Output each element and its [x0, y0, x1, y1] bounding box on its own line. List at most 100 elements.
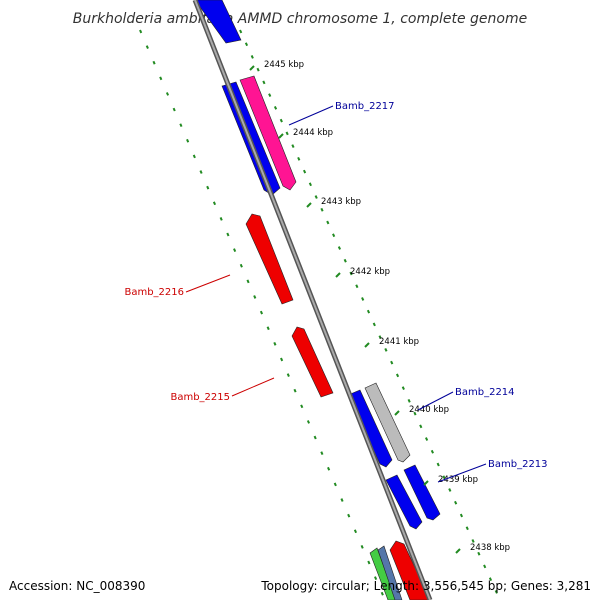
ring-dot — [471, 539, 475, 543]
ring-dot — [401, 386, 405, 390]
tick-label: 2445 kbp — [264, 60, 304, 70]
tick-mark — [394, 410, 400, 416]
ring-dot — [333, 482, 337, 487]
ring-dot — [291, 144, 295, 148]
ring-dot — [374, 576, 378, 580]
ring-dot — [139, 29, 143, 34]
ring-dot — [159, 76, 163, 81]
gene-label-leader — [288, 105, 334, 126]
ring-dot — [372, 322, 376, 327]
ring-dot — [407, 398, 411, 403]
gene-label-leader — [185, 274, 231, 293]
ring-dot — [303, 169, 307, 174]
tick-mark — [455, 548, 461, 554]
tick-label: 2442 kbp — [350, 267, 390, 277]
ring-dot — [266, 326, 270, 331]
ring-dot — [320, 207, 324, 212]
ring-dot — [340, 498, 344, 502]
tick-label: 2441 kbp — [379, 337, 419, 347]
ring-dot — [306, 420, 311, 424]
ring-dot — [390, 360, 394, 365]
gene-forward — [194, 0, 242, 44]
tick-label: 2444 kbp — [293, 128, 333, 138]
ring-dot — [273, 341, 277, 346]
ring-dot — [253, 295, 257, 299]
ring-dot — [259, 310, 264, 315]
ring-dot — [347, 513, 351, 518]
ring-dot — [186, 138, 190, 143]
gene-steel — [377, 545, 403, 600]
ring-dot — [165, 92, 170, 96]
gene-green — [369, 547, 397, 600]
ring-dot — [349, 271, 353, 276]
gene-label-leader — [437, 463, 487, 483]
tick-label: 2438 kbp — [470, 543, 510, 553]
ring-dot — [360, 545, 364, 549]
ring-dot — [430, 449, 434, 454]
ring-dot — [488, 577, 493, 582]
tick-label: 2443 kbp — [321, 197, 361, 207]
ring-dot — [152, 60, 156, 65]
ring-dot — [395, 373, 400, 378]
ring-dot — [293, 388, 297, 393]
tick-label: 2439 kbp — [438, 475, 478, 485]
ring-dot — [361, 297, 365, 301]
ring-dot — [477, 551, 481, 556]
ring-dot — [454, 500, 458, 505]
gene-label-bamb-2214: Bamb_2214 — [455, 387, 515, 398]
ring-dot — [226, 232, 230, 237]
gene-label-bamb-2215: Bamb_2215 — [170, 392, 230, 403]
chromosome-backbone-highlight — [194, 0, 431, 600]
ring-dot — [494, 590, 498, 594]
ring-dot — [366, 309, 371, 314]
genome-title: Burkholderia ambifaria AMMD chromosome 1… — [73, 11, 527, 27]
ring-dot — [233, 248, 237, 252]
gene-label-bamb-2213: Bamb_2213 — [488, 459, 548, 470]
ring-dot — [378, 335, 382, 340]
ring-dot — [268, 93, 272, 98]
ring-dot — [192, 154, 196, 159]
tick-mark — [364, 342, 370, 348]
ring-dot — [206, 185, 210, 190]
ring-dot — [250, 55, 254, 59]
ring-dot — [256, 67, 260, 72]
gene-bamb-2213-b — [403, 464, 441, 521]
gene-label-bamb-2217: Bamb_2217 — [335, 101, 395, 112]
ring-dot — [199, 170, 203, 174]
tick-mark — [335, 272, 341, 278]
ring-dot — [332, 233, 336, 238]
gene-label-leader — [231, 377, 275, 397]
ring-dot — [262, 80, 266, 85]
ring-dot — [279, 118, 283, 123]
position-ticks: 2445 kbp 2444 kbp 2443 kbp 2442 kbp 2441 kbp… — [249, 60, 510, 554]
ring-dot — [219, 217, 223, 221]
tick-mark — [278, 133, 284, 139]
gene-bamb-2213-a — [385, 474, 423, 530]
ring-dot — [273, 106, 278, 110]
ring-dot — [320, 451, 324, 456]
ring-dot — [179, 123, 183, 128]
ring-dot — [244, 42, 249, 47]
ring-dot — [483, 564, 487, 569]
ring-dot — [313, 435, 317, 440]
ring-dot — [246, 279, 250, 284]
gene-label-leader — [417, 391, 454, 411]
ring-dot — [239, 263, 243, 268]
inner-dotted-ring — [139, 29, 384, 596]
accession-label: Accession: NC_008390 — [9, 579, 146, 593]
ring-dot — [367, 560, 371, 565]
ring-dot — [448, 488, 452, 492]
ring-dot — [314, 195, 318, 199]
ring-dot — [239, 29, 243, 34]
ring-dot — [145, 45, 149, 49]
ring-dot — [172, 107, 176, 112]
ring-dot — [355, 284, 359, 289]
ring-dot — [327, 466, 331, 471]
ring-dot — [280, 357, 284, 362]
ring-dot — [419, 424, 423, 429]
tick-label: 2440 kbp — [409, 405, 449, 415]
tick-mark — [306, 202, 312, 208]
ring-dot — [465, 526, 469, 531]
ring-dot — [442, 475, 446, 480]
